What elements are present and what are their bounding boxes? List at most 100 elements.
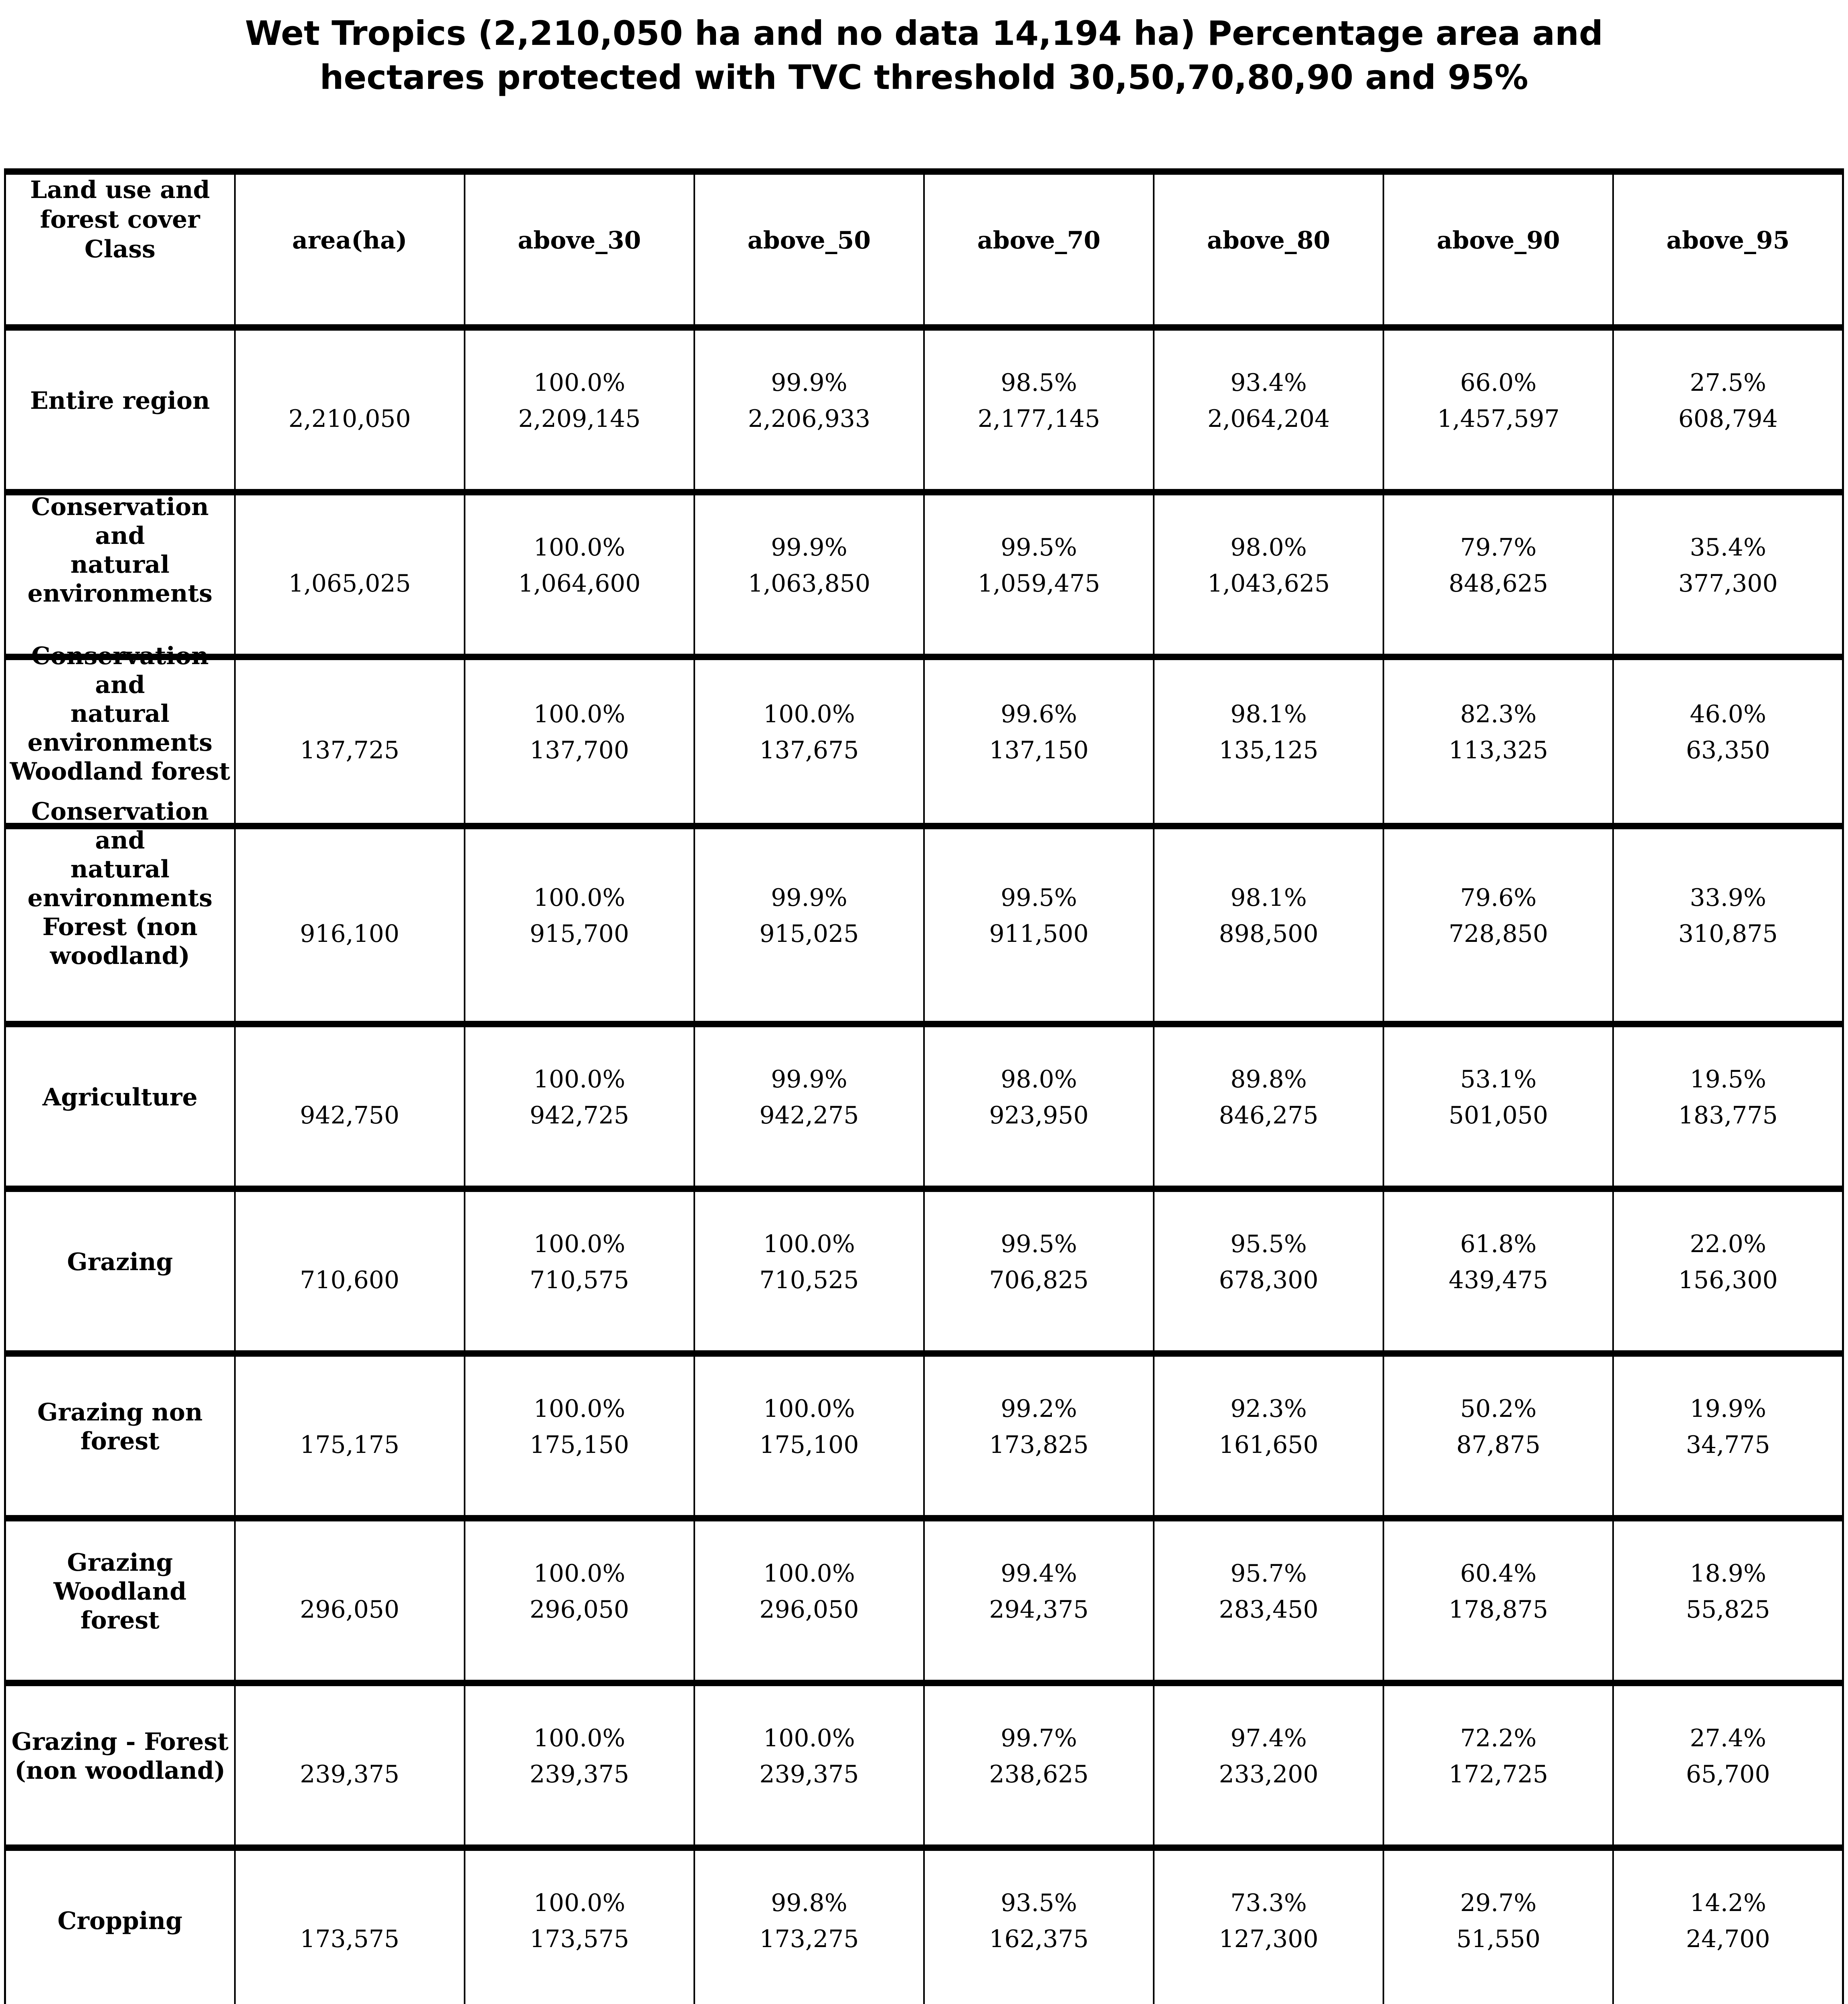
hectares-value: 710,525: [759, 1266, 859, 1294]
table-row: Agriculture 942,750 100.0% 942,725 99.9% 942…: [4, 1021, 1844, 1192]
row-label-cell: Conservation and natural environments Fores…: [4, 798, 236, 1027]
percent-value: 93.5%: [1001, 1889, 1077, 1917]
area-cell: 239,375: [234, 1680, 465, 1851]
hectares-value: 710,575: [530, 1266, 629, 1294]
value-cell: 93.4% 2,064,204: [1153, 324, 1385, 495]
percent-value: 98.1%: [1230, 700, 1307, 728]
row-label-cell: Cropping: [4, 1844, 236, 2004]
percent-value: 99.9%: [771, 1065, 847, 1093]
percent-value: 18.9%: [1690, 1559, 1766, 1588]
col-header-6: above_90: [1383, 168, 1614, 331]
percent-value: 98.0%: [1230, 533, 1307, 562]
hectares-value: 942,725: [530, 1101, 629, 1129]
hectares-value: 310,875: [1678, 920, 1778, 948]
hectares-value: 923,950: [989, 1101, 1089, 1129]
percent-value: [238, 1891, 461, 1915]
area-cell: 137,725: [234, 654, 465, 829]
value-cell: 100.0% 710,575: [463, 1186, 695, 1357]
percent-value: 100.0%: [763, 1724, 855, 1752]
percent-value: 99.9%: [771, 368, 847, 397]
percent-value: [238, 886, 461, 910]
hectares-value: 296,050: [759, 1595, 859, 1624]
percent-value: 99.4%: [1001, 1559, 1077, 1588]
area-cell: 916,100: [234, 823, 465, 1027]
hectares-value: 1,457,597: [1437, 404, 1560, 433]
row-label-cell: Agriculture: [4, 1021, 236, 1192]
hectares-value: 916,100: [300, 920, 400, 948]
value-cell: 100.0% 137,700: [463, 654, 695, 829]
table-row: Entire region 2,210,050 100.0% 2,209,145 99…: [4, 324, 1844, 495]
hectares-value: 608,794: [1678, 404, 1778, 433]
hectares-value: 183,775: [1678, 1101, 1778, 1129]
value-cell: 99.6% 137,150: [923, 654, 1155, 829]
percent-value: 100.0%: [533, 700, 625, 728]
hectares-value: 942,275: [759, 1101, 859, 1129]
percent-value: 73.3%: [1230, 1889, 1307, 1917]
percent-value: 99.8%: [771, 1889, 847, 1917]
hectares-value: 24,700: [1686, 1925, 1770, 1953]
value-cell: 35.4% 377,300: [1612, 489, 1844, 660]
col-header-4: above_70: [923, 168, 1155, 331]
percent-value: 14.2%: [1690, 1889, 1766, 1917]
hectares-value: 283,450: [1219, 1595, 1318, 1624]
table-row: Grazing 710,600 100.0% 710,575 100.0% 710,52…: [4, 1186, 1844, 1357]
hectares-value: 178,875: [1448, 1595, 1548, 1624]
hectares-value: 173,575: [300, 1925, 400, 1953]
percent-value: 22.0%: [1690, 1230, 1766, 1258]
value-cell: 92.3% 161,650: [1153, 1350, 1385, 1521]
value-cell: 99.9% 2,206,933: [693, 324, 925, 495]
hectares-value: 127,300: [1219, 1925, 1318, 1953]
value-cell: 73.3% 127,300: [1153, 1844, 1385, 2004]
percent-value: 100.0%: [763, 1394, 855, 1423]
percent-value: 89.8%: [1230, 1065, 1307, 1093]
percent-value: 100.0%: [763, 700, 855, 728]
percent-value: 99.5%: [1001, 1230, 1077, 1258]
hectares-value: 848,625: [1448, 569, 1548, 598]
value-cell: 72.2% 172,725: [1383, 1680, 1614, 1851]
percent-value: 79.6%: [1460, 884, 1537, 912]
value-cell: 99.9% 1,063,850: [693, 489, 925, 660]
hectares-value: 87,875: [1456, 1430, 1541, 1459]
percent-value: 100.0%: [763, 1230, 855, 1258]
value-cell: 99.8% 173,275: [693, 1844, 925, 2004]
col-header-5: above_80: [1153, 168, 1385, 331]
hectares-value: 172,725: [1448, 1760, 1548, 1788]
percent-value: [238, 1562, 461, 1586]
percent-value: [238, 535, 461, 560]
value-cell: 22.0% 156,300: [1612, 1186, 1844, 1357]
percent-value: 19.5%: [1690, 1065, 1766, 1093]
hectares-value: 296,050: [530, 1595, 629, 1624]
percent-value: 98.1%: [1230, 884, 1307, 912]
value-cell: 97.4% 233,200: [1153, 1680, 1385, 1851]
value-cell: 66.0% 1,457,597: [1383, 324, 1614, 495]
table-row: Cropping 173,575 100.0% 173,575 99.8% 173,27…: [4, 1844, 1844, 2004]
value-cell: 19.5% 183,775: [1612, 1021, 1844, 1192]
percent-value: 100.0%: [533, 1394, 625, 1423]
percent-value: 99.5%: [1001, 533, 1077, 562]
hectares-value: 173,575: [530, 1925, 629, 1953]
hectares-value: 942,750: [300, 1101, 400, 1129]
percent-value: 19.9%: [1690, 1394, 1766, 1423]
percent-value: 99.6%: [1001, 700, 1077, 728]
row-label-cell: Grazing Woodland forest: [4, 1515, 236, 1686]
percent-value: 50.2%: [1460, 1394, 1537, 1423]
value-cell: 100.0% 175,100: [693, 1350, 925, 1521]
percent-value: 66.0%: [1460, 368, 1537, 397]
value-cell: 100.0% 239,375: [693, 1680, 925, 1851]
value-cell: 46.0% 63,350: [1612, 654, 1844, 829]
value-cell: 100.0% 173,575: [463, 1844, 695, 2004]
percent-value: 95.7%: [1230, 1559, 1307, 1588]
value-cell: 50.2% 87,875: [1383, 1350, 1614, 1521]
value-cell: 99.5% 1,059,475: [923, 489, 1155, 660]
value-cell: 100.0% 1,064,600: [463, 489, 695, 660]
hectares-value: 846,275: [1219, 1101, 1318, 1129]
value-cell: 61.8% 439,475: [1383, 1186, 1614, 1357]
percent-value: 35.4%: [1690, 533, 1766, 562]
page-title-line2: hectares protected with TVC threshold 30…: [319, 58, 1529, 97]
percent-value: 99.7%: [1001, 1724, 1077, 1752]
value-cell: 99.4% 294,375: [923, 1515, 1155, 1686]
hectares-value: 2,177,145: [977, 404, 1100, 433]
percent-value: 99.9%: [771, 533, 847, 562]
row-label-cell: Grazing - Forest (non woodland): [4, 1680, 236, 1851]
